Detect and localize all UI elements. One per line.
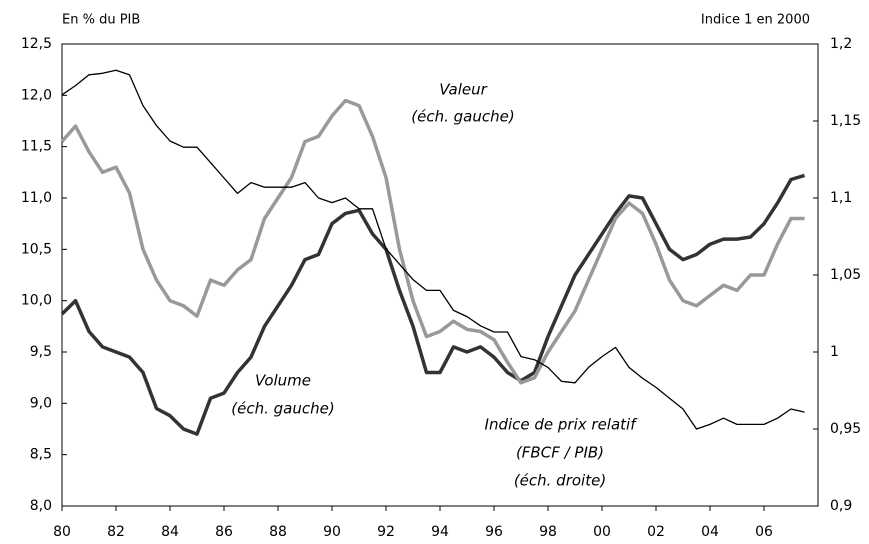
y-axis-label: En % du PIB [62,13,140,28]
y2-tick-label: 1,2 [830,36,852,52]
x-tick-label: 02 [647,524,665,540]
x-tick-label: 82 [107,524,125,540]
y2-tick-label: 1,15 [830,113,861,129]
y-tick-label: 12,5 [21,36,52,52]
y-tick-label: 9,5 [30,344,52,360]
y2-tick-label: 1,1 [830,190,852,206]
y2-tick-label: 1,05 [830,267,861,283]
y2-tick-label: 1 [830,344,839,360]
y-tick-label: 10,0 [21,293,52,309]
series-line [61,69,805,430]
series-line [60,98,805,385]
x-tick-label: 80 [53,524,71,540]
series-line [60,173,806,436]
y-tick-label: 11,5 [21,139,52,155]
y-tick-label: 9,0 [30,395,52,411]
x-tick-label: 04 [701,524,719,540]
y-tick-label: 11,0 [21,190,52,206]
y-tick-label: 8,5 [30,447,52,463]
annotation: (éch. gauche) [231,400,334,418]
annotation: (éch. droite) [514,472,606,490]
x-tick-label: 90 [323,524,341,540]
x-tick-label: 00 [593,524,611,540]
annotation: Valeur [439,81,487,99]
y-tick-label: 12,0 [21,87,52,103]
annotation: (FBCF / PIB) [516,444,604,462]
x-tick-label: 06 [755,524,773,540]
x-tick-label: 92 [377,524,395,540]
x-tick-label: 98 [539,524,557,540]
y2-tick-label: 0,9 [830,498,852,514]
x-tick-label: 94 [431,524,449,540]
x-tick-label: 88 [269,524,287,540]
annotation: (éch. gauche) [411,108,514,126]
annotation: Volume [255,372,311,390]
x-tick-label: 86 [215,524,233,540]
x-tick-label: 96 [485,524,503,540]
y-tick-label: 10,5 [21,241,52,257]
y2-tick-label: 0,95 [830,421,861,437]
y2-axis-label: Indice 1 en 2000 [701,13,810,28]
x-tick-label: 84 [161,524,179,540]
annotation: Indice de prix relatif [485,416,639,434]
y-tick-label: 8,0 [30,498,52,514]
